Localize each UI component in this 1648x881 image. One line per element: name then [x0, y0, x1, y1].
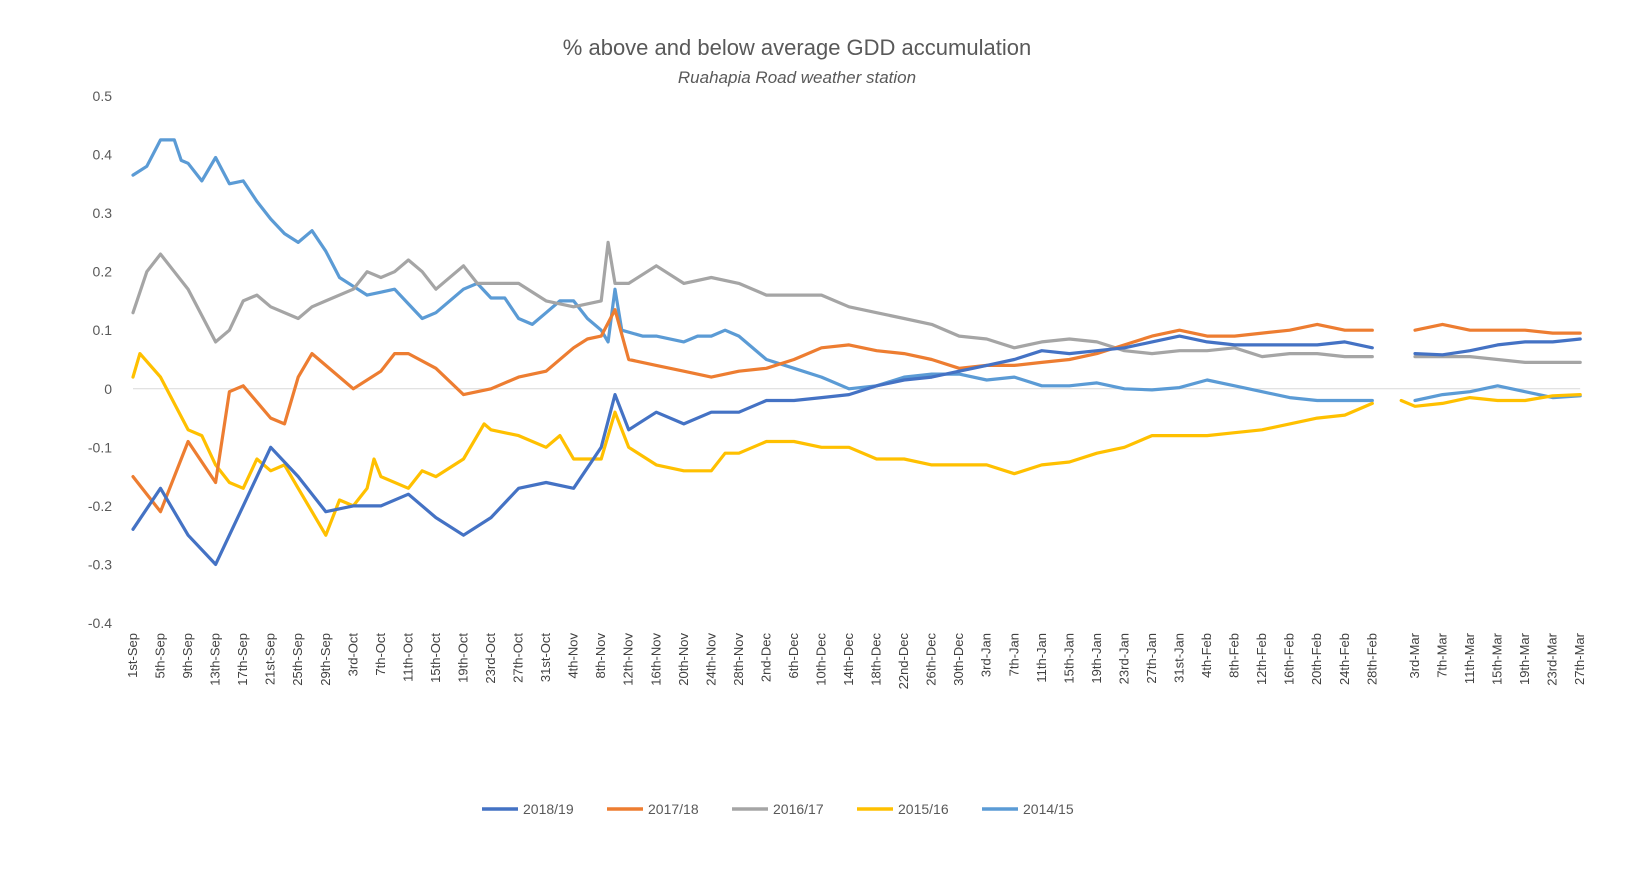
x-tick-label: 6th-Dec: [786, 633, 801, 679]
x-tick-label: 24th-Feb: [1337, 633, 1352, 685]
x-tick-label: 21st-Sep: [263, 633, 278, 685]
x-tick-label: 30th-Dec: [951, 633, 966, 686]
x-tick-label: 3rd-Jan: [979, 633, 994, 677]
x-tick-label: 12th-Nov: [621, 633, 636, 686]
x-tick-label: 29th-Sep: [318, 633, 333, 686]
x-tick-label: 13th-Sep: [208, 633, 223, 686]
x-tick-label: 2nd-Dec: [758, 633, 773, 683]
x-tick-label: 20th-Nov: [676, 633, 691, 686]
x-tick-label: 3rd-Oct: [345, 633, 360, 677]
series-line-2017-18-mar: [1413, 322, 1582, 335]
x-tick-label: 19th-Jan: [1089, 633, 1104, 684]
x-tick-label: 23rd-Jan: [1116, 633, 1131, 684]
x-tick-label: 24th-Nov: [703, 633, 718, 686]
x-tick-label: 9th-Sep: [180, 633, 195, 679]
y-tick-label: -0.2: [88, 498, 112, 514]
series-line-2014-15: [131, 138, 1374, 403]
x-tick-label: 7th-Mar: [1434, 632, 1449, 677]
x-tick-label: 23rd-Mar: [1545, 632, 1560, 685]
y-tick-label: -0.4: [88, 615, 112, 631]
y-tick-label: 0.5: [93, 88, 113, 104]
x-tick-label: 11th-Oct: [400, 633, 415, 682]
y-tick-label: 0.4: [93, 147, 113, 163]
y-tick-label: -0.1: [88, 439, 112, 455]
legend-label: 2017/18: [648, 801, 699, 817]
x-tick-label: 14th-Dec: [841, 633, 856, 686]
x-tick-label: 12th-Feb: [1254, 633, 1269, 685]
x-axis: 1st-Sep 5th-Sep 9th-Sep 13th-Sep 17th-Sep 21s…: [125, 632, 1587, 689]
series-line-2015-16-mar: [1399, 393, 1582, 408]
y-tick-label: 0.1: [93, 322, 113, 338]
x-tick-label: 25th-Sep: [290, 633, 305, 686]
x-tick-label: 17th-Sep: [235, 633, 250, 686]
x-tick-label: 31st-Jan: [1172, 633, 1187, 683]
chart-title: % above and below average GDD accumulati…: [563, 35, 1031, 60]
series-line-2014-15-mar: [1413, 384, 1582, 403]
x-tick-label: 15th-Mar: [1490, 632, 1505, 685]
x-tick-label: 3rd-Mar: [1407, 632, 1422, 678]
x-tick-label: 19th-Oct: [455, 633, 470, 683]
x-tick-label: 27th-Mar: [1572, 632, 1587, 685]
y-tick-label: 0.3: [93, 205, 113, 221]
y-tick-label: 0.2: [93, 264, 113, 280]
x-tick-label: 28th-Feb: [1364, 633, 1379, 685]
x-tick-label: 19th-Mar: [1517, 632, 1532, 685]
x-tick-label: 11th-Jan: [1034, 633, 1049, 683]
legend: 2018/19 2017/18 2016/17 2015/16 2014/15: [482, 801, 1074, 817]
x-tick-label: 4th-Nov: [566, 633, 581, 679]
legend-label: 2014/15: [1023, 801, 1074, 817]
plot-area: [131, 138, 1582, 567]
x-tick-label: 22nd-Dec: [896, 633, 911, 690]
legend-label: 2015/16: [898, 801, 949, 817]
x-tick-label: 10th-Dec: [814, 633, 829, 686]
y-tick-label: -0.3: [88, 556, 112, 572]
x-tick-label: 27th-Oct: [511, 633, 526, 683]
x-tick-label: 5th-Sep: [153, 633, 168, 679]
x-tick-label: 20th-Feb: [1309, 633, 1324, 685]
x-tick-label: 1st-Sep: [125, 633, 140, 678]
y-tick-label: 0: [104, 381, 112, 397]
x-tick-label: 23rd-Oct: [483, 633, 498, 684]
x-tick-label: 16th-Nov: [648, 633, 663, 686]
chart-subtitle: Ruahapia Road weather station: [678, 68, 916, 87]
series-line-2016-17: [131, 240, 1374, 359]
x-tick-label: 7th-Oct: [373, 633, 388, 676]
x-tick-label: 4th-Feb: [1199, 633, 1214, 678]
y-axis: 0.5 0.4 0.3 0.2 0.1 0 -0.1 -0.2 -0.3 -0.4: [88, 88, 1581, 631]
legend-label: 2018/19: [523, 801, 574, 817]
series-line-2018-19: [131, 334, 1374, 567]
legend-label: 2016/17: [773, 801, 824, 817]
x-tick-label: 26th-Dec: [924, 633, 939, 686]
series-line-2016-17-mar: [1413, 355, 1582, 364]
series-line-2015-16: [131, 352, 1374, 537]
x-tick-label: 15th-Oct: [428, 633, 443, 683]
x-tick-label: 8th-Nov: [593, 633, 608, 679]
series-line-2017-18: [131, 308, 1374, 514]
x-tick-label: 27th-Jan: [1144, 633, 1159, 684]
x-tick-label: 18th-Dec: [869, 633, 884, 686]
series-line-2018-19-mar: [1413, 337, 1582, 357]
x-tick-label: 7th-Jan: [1006, 633, 1021, 676]
x-tick-label: 11th-Mar: [1462, 632, 1477, 684]
x-tick-label: 16th-Feb: [1282, 633, 1297, 685]
x-tick-label: 8th-Feb: [1227, 633, 1242, 678]
x-tick-label: 15th-Jan: [1061, 633, 1076, 684]
x-tick-label: 31st-Oct: [538, 633, 553, 683]
x-tick-label: 28th-Nov: [731, 633, 746, 686]
